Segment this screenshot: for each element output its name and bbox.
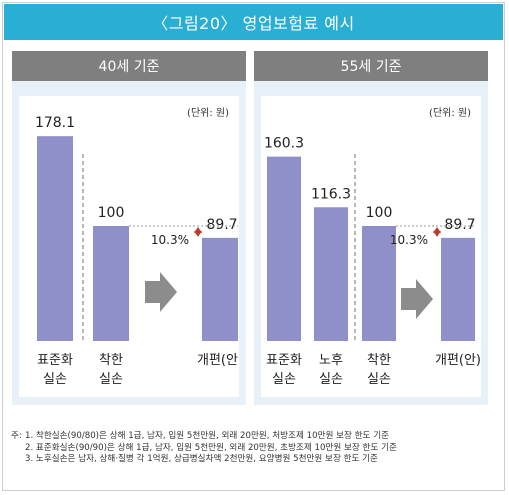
footnote-row: 3. 노후실손은 남자, 상해·질병 각 1억원, 상급병실차액 2천만원, 요… xyxy=(11,454,506,466)
panel-title-55: 55세 기준 xyxy=(254,51,488,81)
bar xyxy=(93,226,129,341)
bar-chart-40: 178.1 표준화실손 100 착한실손 89.7 개편(안) 10.3% xyxy=(35,115,243,387)
category-label: 노후 xyxy=(319,353,343,368)
category-label: 착한 xyxy=(99,353,123,368)
panel-title-40: 40세 기준 xyxy=(12,51,246,81)
change-percent-label: 10.3% xyxy=(390,233,428,247)
bar xyxy=(37,136,73,341)
footnote-line: 3. 노후실손은 남자, 상해·질병 각 1억원, 상급병실차액 2천만원, 요… xyxy=(25,454,378,464)
bar xyxy=(202,237,238,341)
bar-value-label: 160.3 xyxy=(264,136,304,152)
footnotes: 주: 1. 착한실손(90/80)은 상해 1급, 남자, 입원 5천만원, 외… xyxy=(11,431,506,466)
bar xyxy=(441,237,475,341)
bar xyxy=(267,156,301,341)
bar-value-label: 89.7 xyxy=(206,217,237,233)
bar xyxy=(314,207,348,341)
bar-chart-55: 160.3 표준화실손 116.3 노후실손 100 착한실손 89.7 개편(안) 10.3% xyxy=(264,136,481,387)
change-marker-down-arrowhead xyxy=(194,230,202,237)
bar-value-label: 89.7 xyxy=(444,217,475,233)
bar-value-label: 116.3 xyxy=(311,186,351,202)
change-marker-down-arrowhead xyxy=(433,230,441,237)
category-label: 실손 xyxy=(99,372,123,387)
footnote-prefix: 주: xyxy=(11,431,22,441)
unit-label-55: (단위: 원) xyxy=(429,108,471,119)
category-label: 실손 xyxy=(43,372,67,387)
footnote-line: 1. 착한실손(90/80)은 상해 1급, 남자, 입원 5천만원, 외래 2… xyxy=(25,431,390,441)
bar-value-label: 178.1 xyxy=(35,115,75,131)
category-label: 표준화 xyxy=(266,353,302,368)
figure-title: 〈그림20〉 영업보험료 예시 xyxy=(4,4,503,40)
category-label: 개편(안) xyxy=(435,353,481,368)
category-label: 표준화 xyxy=(37,353,73,368)
category-label: 실손 xyxy=(367,372,391,387)
footnote-row: 2. 표준화실손(90/90)은 상해 1급, 남자, 입원 5천만원, 외래 … xyxy=(11,443,506,455)
decrease-arrow xyxy=(145,272,177,312)
footnote-line: 2. 표준화실손(90/90)은 상해 1급, 남자, 입원 5천만원, 외래 … xyxy=(25,442,397,453)
category-label: 실손 xyxy=(272,372,296,387)
bar xyxy=(362,226,396,341)
category-label: 착한 xyxy=(367,353,391,368)
bar-value-label: 100 xyxy=(98,205,125,221)
bar-value-label: 100 xyxy=(366,205,393,221)
category-label: 개편(안) xyxy=(197,353,239,368)
change-percent-label: 10.3% xyxy=(151,233,189,247)
footnote-row: 주: 1. 착한실손(90/80)은 상해 1급, 남자, 입원 5천만원, 외… xyxy=(11,431,506,443)
category-label: 실손 xyxy=(319,372,343,387)
unit-label-40: (단위: 원) xyxy=(187,108,229,119)
decrease-arrow xyxy=(401,279,433,319)
